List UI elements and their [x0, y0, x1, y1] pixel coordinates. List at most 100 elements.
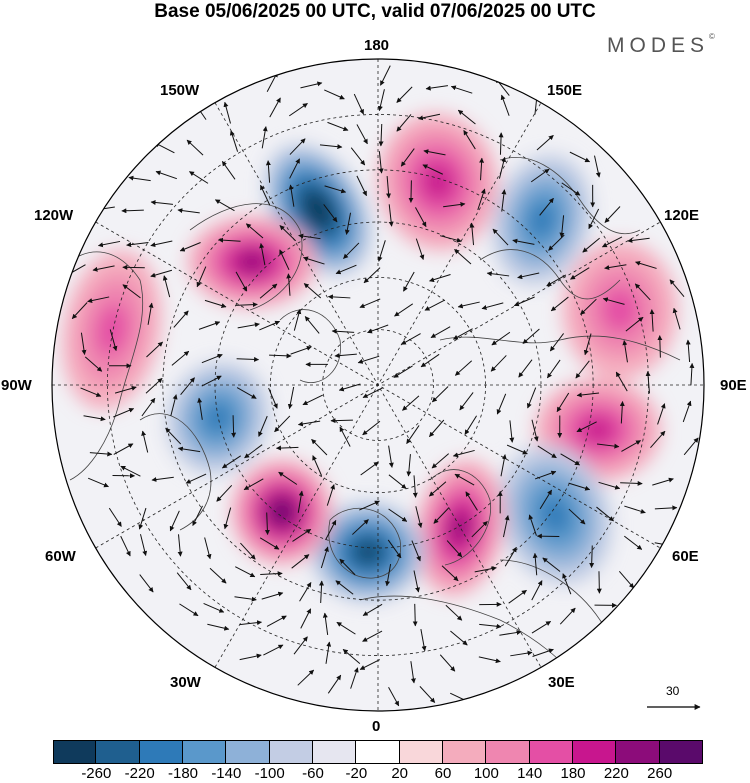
wind-vector [490, 355, 507, 372]
wind-vector [362, 630, 383, 642]
colorbar-swatch [399, 740, 443, 764]
wind-vector [353, 93, 364, 115]
wind-vector [274, 415, 291, 433]
wind-vector [561, 182, 581, 196]
wind-vector [192, 505, 203, 527]
wind-vector [327, 121, 349, 132]
wind-vector [403, 271, 415, 292]
wind-vector [350, 147, 366, 166]
wind-vector [171, 350, 190, 366]
wind-vector [498, 156, 507, 179]
wind-vector [289, 138, 306, 155]
lon-label-90e: 90E [720, 377, 747, 394]
colorbar-tick-label: -220 [124, 765, 155, 782]
wind-vector [621, 440, 641, 452]
wind-vector [588, 208, 600, 230]
wind-vector [189, 171, 209, 184]
wind-vector [539, 489, 553, 510]
coastline [328, 507, 402, 579]
lon-label-30w: 30W [170, 674, 201, 691]
wind-vector [336, 621, 356, 635]
wind-vector [402, 395, 420, 411]
wind-vector [439, 235, 462, 243]
wind-vector [201, 353, 223, 364]
wind-vector [649, 309, 655, 332]
wind-vector [297, 669, 315, 686]
wind-vector [179, 603, 199, 617]
wind-vector [548, 234, 565, 251]
wind-vector [654, 505, 678, 511]
wind-vector [319, 144, 343, 150]
colorbar-swatch [486, 740, 530, 764]
wind-vector [138, 507, 147, 530]
wind-vector [406, 425, 420, 444]
lon-label-120e: 120E [664, 207, 700, 224]
wind-vector [151, 476, 174, 483]
wind-vector [279, 249, 290, 271]
lon-label-180: 180 [364, 37, 390, 54]
colorbar-swatch [53, 740, 97, 764]
wind-vector [259, 283, 278, 299]
wind-vector [412, 603, 418, 627]
wind-vector [685, 339, 691, 363]
wind-vector [388, 445, 394, 468]
wind-vector [176, 572, 192, 591]
wind-vector [325, 641, 332, 664]
anomaly-contour [95, 303, 129, 357]
wind-vector [214, 199, 235, 212]
coastline [59, 251, 144, 481]
colorbar-swatch [616, 740, 660, 764]
wind-vector [235, 302, 258, 308]
wind-vector [297, 420, 321, 427]
wind-vector [339, 558, 356, 576]
wind-vector [287, 386, 295, 410]
wind-vector [415, 506, 423, 529]
coastline [429, 469, 492, 566]
wind-vector [266, 615, 287, 627]
wind-vector [506, 444, 528, 455]
wind-vector [508, 589, 527, 604]
wind-vector [177, 446, 201, 453]
wind-vector [218, 237, 241, 243]
wind-vector [406, 454, 412, 477]
wind-vector [83, 415, 106, 422]
wind-vector [439, 654, 456, 672]
wind-vector [229, 130, 239, 152]
colorbar-tick-label: -260 [81, 765, 112, 782]
wind-vector [536, 134, 554, 151]
wind-vector [419, 686, 436, 703]
wind-vector [562, 573, 572, 595]
wind-vector [479, 623, 502, 629]
wind-vector [377, 240, 386, 262]
wind-vector [84, 356, 103, 372]
wind-vector [177, 534, 183, 557]
wind-vector [645, 371, 651, 394]
wind-vector [569, 151, 591, 163]
wind-vector [289, 158, 300, 179]
wind-vector [150, 200, 174, 206]
wind-vector [335, 264, 357, 275]
wind-vector [359, 500, 380, 511]
colorbar-swatch [269, 740, 313, 764]
wind-vector [356, 175, 367, 197]
wind-vector [141, 430, 149, 453]
wind-vector [559, 607, 576, 625]
wind-vector [231, 415, 237, 438]
colorbar-swatch [96, 740, 140, 764]
wind-vector [602, 297, 625, 305]
wind-vector [510, 650, 533, 657]
wind-vector [412, 475, 418, 498]
wind-vector [431, 453, 450, 469]
wind-vector [539, 197, 554, 216]
wind-vector [502, 515, 510, 538]
wind-vector [235, 566, 256, 578]
anomaly-contour [422, 164, 454, 200]
wind-vector [359, 298, 381, 309]
wind-vectors [65, 65, 699, 707]
wind-vector [165, 427, 182, 445]
wind-vector [141, 397, 156, 417]
wind-vector [236, 387, 257, 399]
wind-vector [513, 296, 535, 307]
wind-vector [108, 507, 122, 527]
lon-label-120w: 120W [34, 207, 74, 224]
